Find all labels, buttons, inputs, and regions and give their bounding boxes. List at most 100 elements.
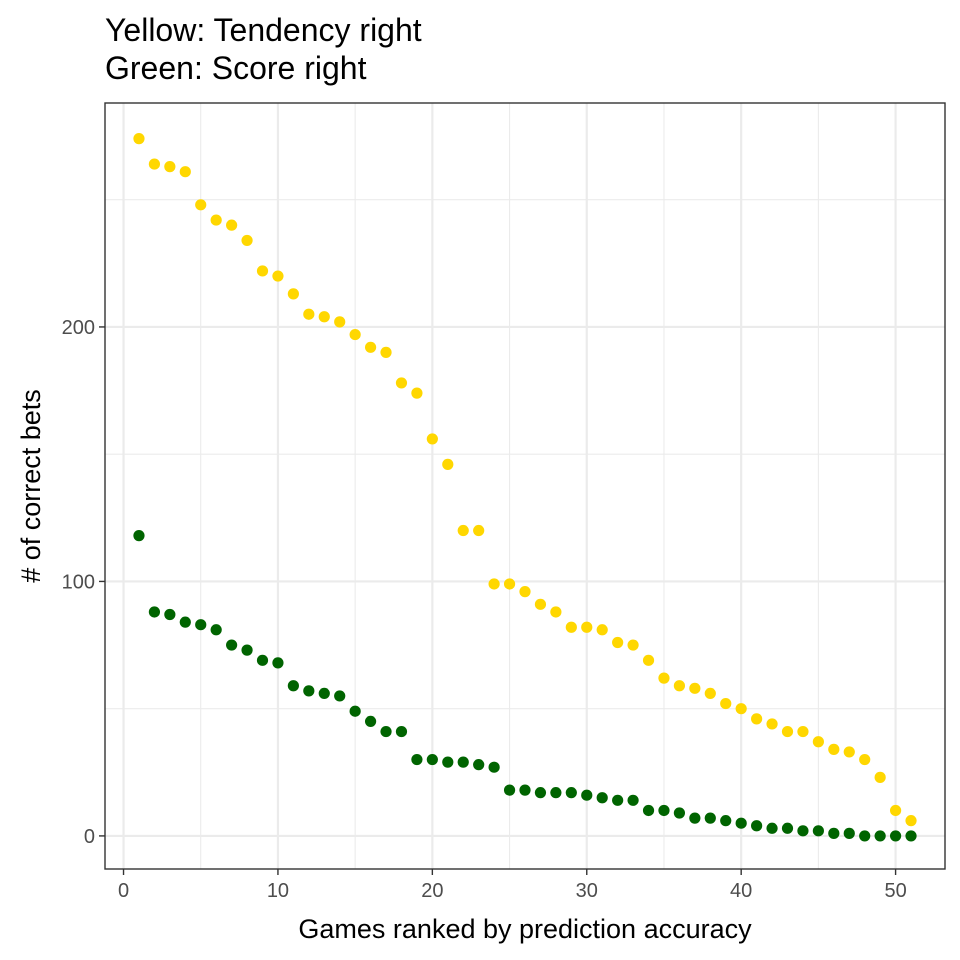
score-point [303, 685, 315, 697]
x-tick-label: 10 [267, 880, 289, 902]
score-point [859, 830, 871, 842]
tendency-point [627, 639, 639, 651]
tendency-point [287, 288, 299, 300]
tendency-point [766, 718, 778, 730]
score-point [519, 784, 531, 796]
tendency-point [442, 458, 454, 470]
tendency-point [503, 578, 516, 590]
tendency-point [905, 815, 917, 827]
score-point [318, 687, 330, 700]
tendency-point [488, 578, 500, 590]
y-tick-label: 0 [84, 826, 95, 848]
tendency-point [380, 346, 392, 358]
tendency-point [519, 586, 531, 598]
tendency-point [859, 753, 871, 766]
axis-ticks: 0 10 20 30 40 50 0 100 200 [62, 317, 907, 902]
tendency-point [133, 133, 145, 145]
x-tick-label: 40 [730, 880, 752, 902]
tendency-point [334, 316, 346, 328]
tendency-point [735, 703, 747, 715]
tendency-point [565, 621, 577, 633]
tendency-point [828, 743, 840, 755]
score-point [766, 822, 778, 834]
data-points [133, 133, 917, 842]
tendency-point [689, 682, 701, 694]
score-point [148, 606, 161, 618]
tendency-point [581, 621, 593, 633]
score-point [503, 784, 516, 796]
tendency-point [720, 697, 732, 710]
tendency-point [241, 234, 253, 247]
score-point [457, 756, 469, 768]
score-point [550, 787, 562, 799]
score-point [781, 822, 794, 834]
score-point [596, 792, 608, 804]
chart-title-line-1: Yellow: Tendency right [105, 12, 422, 48]
x-tick-label: 0 [118, 880, 129, 902]
plot-border [104, 102, 946, 870]
score-point [874, 830, 886, 842]
tendency-point [797, 725, 809, 738]
tendency-point [272, 270, 284, 282]
tendency-point [303, 308, 315, 320]
score-point [210, 624, 222, 636]
x-tick-label: 30 [576, 880, 598, 902]
score-point [581, 789, 593, 801]
y-tick-label: 200 [62, 317, 95, 339]
tendency-point [642, 654, 655, 666]
tendency-point [426, 433, 438, 445]
tendency-point [751, 713, 763, 725]
score-point [797, 825, 809, 837]
score-point [905, 830, 917, 842]
tendency-point [704, 687, 716, 700]
score-point [751, 820, 763, 832]
tendency-point [318, 311, 330, 323]
score-point [889, 830, 902, 842]
chart-title-line-2: Green: Score right [105, 50, 367, 86]
score-point [349, 705, 361, 717]
score-point [164, 608, 176, 621]
score-point [334, 690, 346, 702]
tendency-point [596, 624, 608, 636]
score-point [642, 804, 655, 817]
score-point [658, 804, 670, 817]
tendency-point [889, 804, 902, 817]
tendency-point [226, 219, 238, 231]
score-point [534, 787, 547, 799]
score-point [256, 654, 269, 666]
score-point [364, 715, 377, 727]
score-point [673, 807, 686, 819]
tendency-point [843, 746, 855, 758]
tendency-point [874, 771, 886, 783]
score-point [287, 680, 299, 692]
x-tick-label: 20 [421, 880, 443, 902]
score-point [380, 725, 392, 738]
score-point [565, 787, 577, 799]
score-point [473, 759, 485, 771]
score-point [411, 753, 423, 766]
tendency-point [349, 328, 361, 341]
tendency-point [781, 725, 794, 738]
tendency-point [457, 524, 469, 537]
score-point [426, 753, 438, 766]
score-point [689, 812, 701, 824]
tendency-point [673, 680, 686, 692]
tendency-point [395, 377, 408, 389]
y-axis-title: # of correct bets [16, 389, 46, 583]
score-point [241, 644, 253, 656]
tendency-point [179, 166, 191, 178]
score-point [612, 794, 624, 806]
score-point [704, 812, 716, 824]
score-point [627, 794, 639, 806]
tendency-point [812, 736, 824, 748]
score-point [720, 815, 732, 827]
score-point [272, 657, 284, 669]
plot-panel [105, 103, 945, 869]
x-tick-label: 50 [884, 880, 906, 902]
score-point [812, 825, 824, 837]
score-point [195, 619, 207, 631]
score-point [226, 639, 238, 651]
tendency-point [473, 524, 485, 537]
tendency-point [210, 214, 222, 226]
tendency-point [534, 598, 547, 610]
